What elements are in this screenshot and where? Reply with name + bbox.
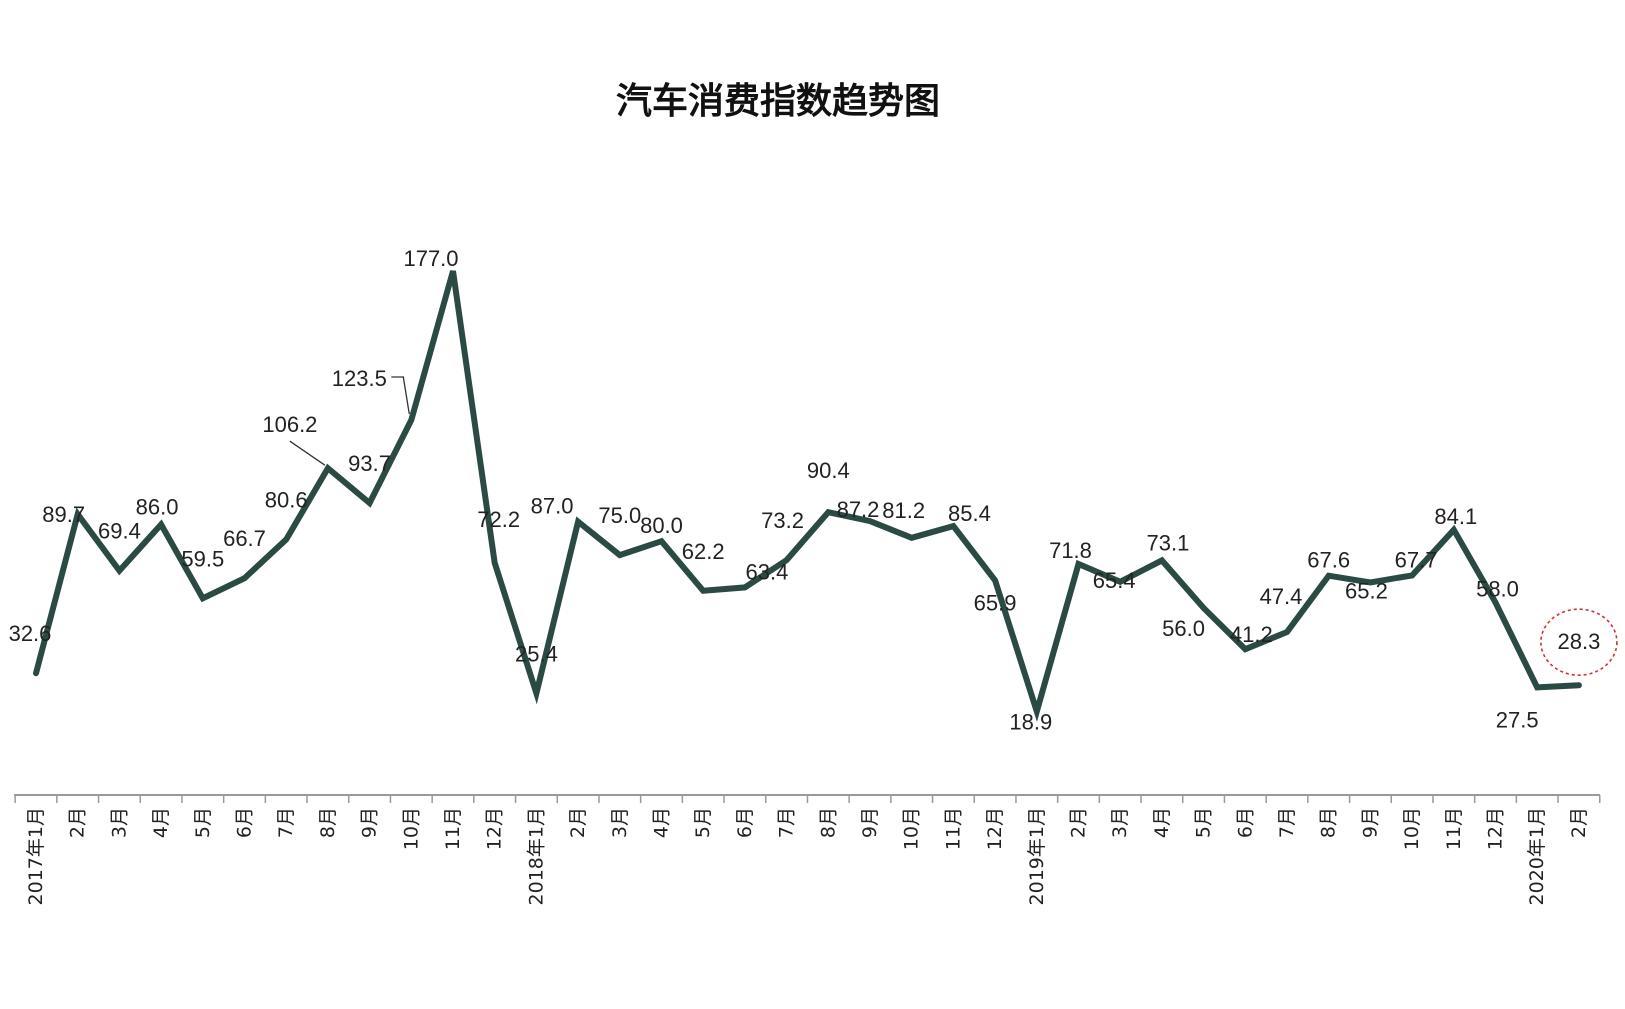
x-tick-label: 7月: [776, 807, 798, 838]
data-label: 65.2: [1345, 578, 1388, 603]
data-label: 67.7: [1395, 547, 1438, 572]
data-label: 72.2: [477, 507, 520, 532]
label-leader-lines: [289, 376, 410, 466]
data-label: 58.0: [1476, 577, 1519, 602]
x-tick-label: 10月: [1401, 807, 1423, 850]
data-label: 66.7: [223, 526, 266, 551]
x-tick-label: 9月: [359, 807, 381, 838]
x-tick-label: 2019年1月: [1026, 807, 1048, 905]
x-axis-tick-labels: 2017年1月 2月 3月 4月 5月 6月 7月 8月 9月 10月 11月 12月 2018年1月 2…: [25, 807, 1590, 905]
x-tick-label: 3月: [108, 807, 130, 838]
chart-title: 汽车消费指数趋势图: [616, 81, 940, 122]
data-label: 18.9: [1009, 709, 1052, 734]
x-tick-label: 4月: [651, 807, 673, 838]
x-axis-ticks: [14, 795, 1601, 803]
data-label: 106.2: [262, 412, 317, 437]
x-tick-label: 5月: [692, 807, 714, 838]
data-label: 65.9: [974, 590, 1017, 615]
data-label: 32.6: [9, 621, 52, 646]
data-label: 59.5: [181, 546, 224, 571]
data-label: 177.0: [403, 246, 458, 271]
x-tick-label: 2月: [1068, 807, 1090, 838]
x-tick-label: 3月: [1109, 807, 1131, 838]
x-tick-label: 10月: [901, 807, 923, 850]
data-label: 63.4: [745, 559, 788, 584]
x-tick-label: 3月: [609, 807, 631, 838]
data-labels: 32.6 89.7 69.486.0 59.566.7 80.6 106.2 93.7 123…: [9, 246, 1601, 734]
x-tick-label: 11月: [1443, 807, 1465, 850]
data-label: 67.6: [1307, 548, 1350, 573]
x-tick-label: 2月: [567, 807, 589, 838]
data-label: 41.2: [1230, 622, 1273, 647]
x-tick-label: 2月: [67, 807, 89, 838]
data-label: 86.0: [136, 495, 179, 520]
data-label: 73.2: [761, 508, 804, 533]
x-tick-label: 7月: [275, 807, 297, 838]
x-tick-label: 5月: [1193, 807, 1215, 838]
data-label: 75.0: [598, 503, 641, 528]
x-tick-label: 11月: [442, 807, 464, 850]
x-tick-label: 10月: [400, 807, 422, 850]
x-tick-label: 4月: [150, 807, 172, 838]
data-label: 87.2: [837, 497, 880, 522]
data-label: 62.2: [682, 539, 725, 564]
x-tick-label: 5月: [192, 807, 214, 838]
leader-line: [289, 440, 326, 466]
data-label: 71.8: [1049, 538, 1092, 563]
x-tick-label: 12月: [984, 807, 1006, 850]
x-tick-label: 9月: [859, 807, 881, 838]
data-label: 56.0: [1162, 616, 1205, 641]
x-tick-label: 7月: [1276, 807, 1298, 838]
x-tick-label: 4月: [1151, 807, 1173, 838]
data-label: 84.1: [1434, 504, 1477, 529]
series-line: [33, 270, 1582, 722]
data-label: 123.5: [332, 366, 387, 391]
x-tick-label: 2月: [1568, 807, 1590, 838]
data-label: 69.4: [98, 519, 141, 544]
data-label: 87.0: [531, 494, 574, 519]
x-tick-label: 6月: [1234, 807, 1256, 838]
data-label: 65.4: [1093, 568, 1136, 593]
x-tick-label: 8月: [817, 807, 839, 838]
data-label: 89.7: [42, 502, 85, 527]
x-tick-label: 11月: [942, 807, 964, 850]
x-tick-label: 2017年1月: [25, 807, 47, 905]
data-label: 93.7: [348, 451, 391, 476]
data-label: 28.3: [1557, 629, 1600, 654]
leader-line: [391, 376, 410, 415]
x-tick-label: 6月: [734, 807, 756, 838]
x-tick-label: 12月: [484, 807, 506, 850]
x-tick-label: 9月: [1359, 807, 1381, 838]
x-tick-label: 2018年1月: [525, 807, 547, 905]
data-label: 85.4: [948, 501, 991, 526]
x-tick-label: 2020年1月: [1526, 807, 1548, 905]
x-tick-label: 8月: [1318, 807, 1340, 838]
x-tick-label: 12月: [1485, 807, 1507, 850]
data-label: 27.5: [1496, 707, 1539, 732]
data-label: 90.4: [807, 458, 850, 483]
data-label: 73.1: [1146, 530, 1189, 555]
data-label: 81.2: [882, 498, 925, 523]
x-tick-label: 6月: [234, 807, 256, 838]
data-label: 47.4: [1260, 584, 1303, 609]
latest-value-highlight-circle: [1540, 608, 1618, 676]
data-label: 80.0: [640, 513, 683, 538]
x-tick-label: 8月: [317, 807, 339, 838]
data-label: 25.4: [515, 641, 558, 666]
data-label: 80.6: [265, 488, 308, 513]
